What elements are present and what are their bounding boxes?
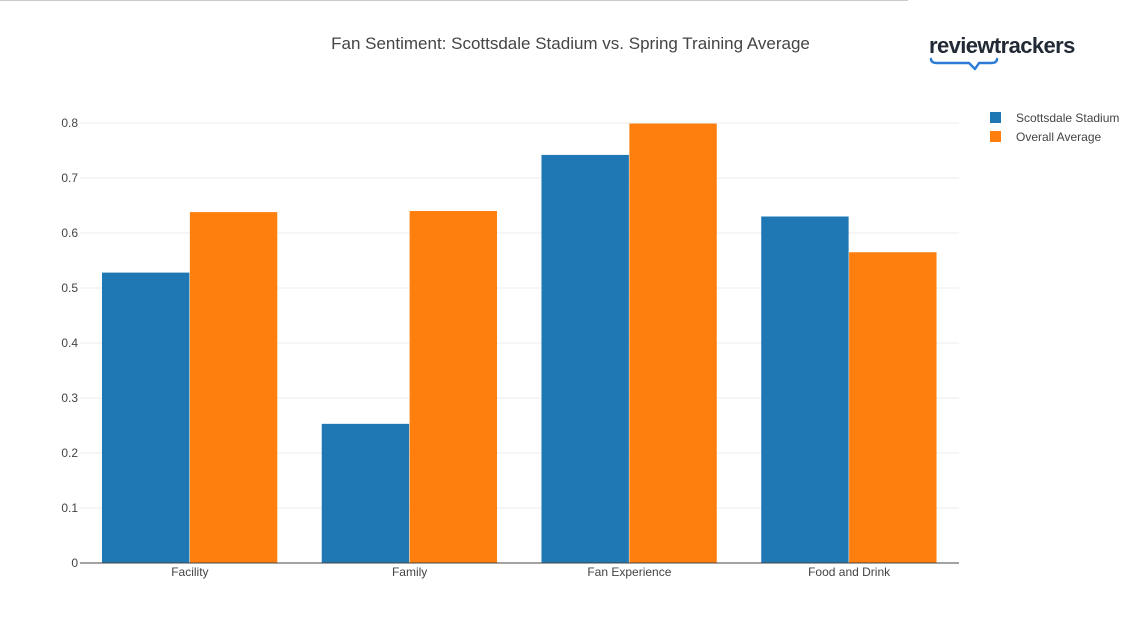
bar-2-fan-experience <box>629 123 717 564</box>
legend: Scottsdale Stadium Overall Average <box>990 108 1119 146</box>
bar-1-food-and-drink <box>761 216 849 563</box>
legend-label-series-1: Scottsdale Stadium <box>1016 110 1120 125</box>
y-tick-label-4: 0.4 <box>61 336 78 350</box>
y-tick-label-7: 0.7 <box>61 171 78 185</box>
x-tick-label-0: Facility <box>171 565 208 579</box>
legend-label-series-2: Overall Average <box>1016 129 1102 144</box>
x-tick-label-2: Fan Experience <box>587 565 671 579</box>
y-tick-label-3: 0.3 <box>61 391 78 405</box>
bar-2-family <box>409 211 498 563</box>
y-tick-label-1: 0.1 <box>61 501 78 515</box>
y-tick-label-8: 0.8 <box>61 116 78 130</box>
bar-1-family <box>321 423 410 563</box>
bar-1-facility <box>101 272 190 563</box>
chart-title-text: Fan Sentiment: Scottsdale Stadium vs. Sp… <box>331 34 810 53</box>
bar-2-food-and-drink <box>849 252 937 563</box>
logo-text: reviewtrackers <box>929 33 1075 58</box>
y-tick-label-2: 0.2 <box>61 446 78 460</box>
legend-item-series-1[interactable]: Scottsdale Stadium <box>990 108 1119 127</box>
legend-swatch-series-1 <box>990 112 1001 123</box>
top-border-line <box>0 0 908 1</box>
legend-swatch-series-2 <box>990 131 1001 142</box>
y-tick-label-0: 0 <box>71 556 78 570</box>
chart-title: Fan Sentiment: Scottsdale Stadium vs. Sp… <box>0 34 1143 54</box>
x-tick-label-1: Family <box>392 565 427 579</box>
y-tick-label-5: 0.5 <box>61 281 78 295</box>
legend-item-series-2[interactable]: Overall Average <box>990 127 1119 146</box>
bar-2-facility <box>189 212 278 563</box>
x-tick-label-3: Food and Drink <box>808 565 891 579</box>
y-tick-label-6: 0.6 <box>61 226 78 240</box>
reviewtrackers-logo: reviewtrackers <box>929 33 1099 73</box>
speech-bubble-underline-icon <box>929 57 999 71</box>
bar-1-fan-experience <box>541 154 629 563</box>
